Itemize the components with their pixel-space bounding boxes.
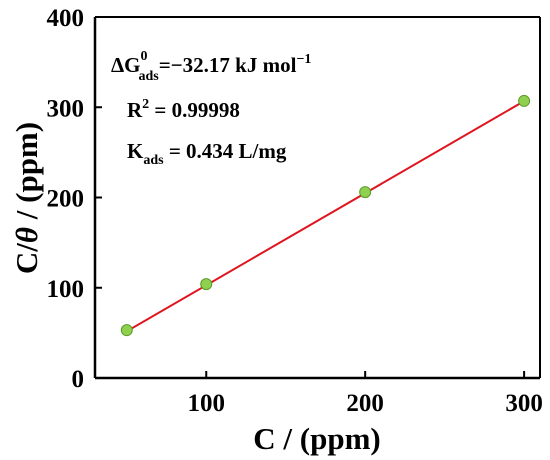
x-axis-ticks: 100 200 300 [188, 371, 543, 417]
data-points [120, 94, 531, 337]
linear-fit-line [126, 100, 525, 333]
data-point [120, 324, 133, 337]
y-tick-label: 0 [72, 366, 85, 393]
x-axis-title: C / (ppm) [253, 421, 380, 456]
data-point [518, 94, 531, 107]
y-axis-ticks: 0 100 200 300 400 [47, 5, 102, 393]
y-tick-label: 400 [47, 5, 85, 32]
r-squared-annotation: R2 = 0.99998 [127, 97, 240, 122]
kads-annotation: Kads = 0.434 L/mg [127, 139, 287, 168]
y-tick-label: 200 [47, 186, 85, 213]
annotations: ΔG0 ads=−32.17 kJ mol−1 R2 = 0.99998 Kads… [111, 49, 311, 168]
data-point [200, 278, 213, 291]
y-tick-label: 100 [47, 276, 85, 303]
fit-line-group [126, 100, 525, 333]
y-axis-title: C/θ / (ppm) [9, 122, 44, 274]
x-tick-label: 100 [188, 390, 226, 417]
gibbs-annotation: ΔG0 ads=−32.17 kJ mol−1 [111, 49, 311, 84]
x-tick-label: 200 [346, 390, 384, 417]
data-point [359, 186, 372, 199]
x-tick-label: 300 [505, 390, 543, 417]
y-tick-label: 300 [47, 95, 85, 122]
